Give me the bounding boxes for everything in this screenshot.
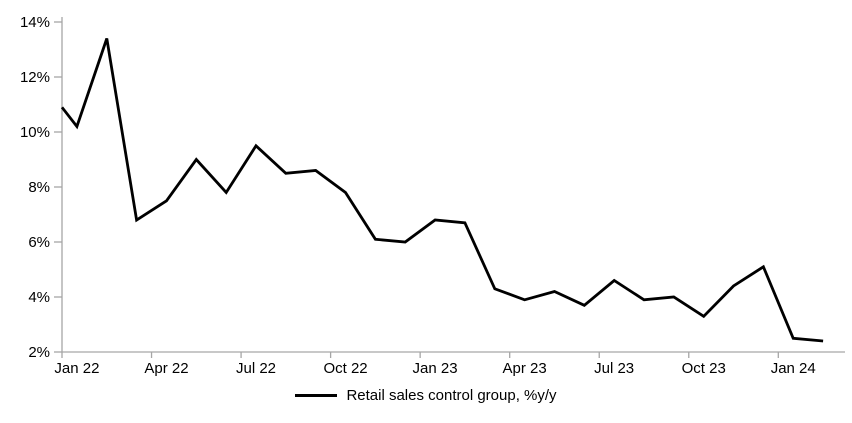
x-axis-tick-label: Jan 24: [771, 360, 816, 377]
data-line-retail-sales: [60, 38, 824, 343]
x-axis-tick-label: Jul 23: [594, 360, 634, 377]
x-axis-tick-label: Oct 23: [682, 360, 726, 377]
y-axis-tick-label: 4%: [28, 289, 50, 306]
legend-label: Retail sales control group, %y/y: [346, 387, 557, 404]
x-axis-tick-label: Oct 22: [323, 360, 367, 377]
x-axis-tick-label: Jan 23: [413, 360, 458, 377]
x-axis-tick-label: Apr 22: [144, 360, 188, 377]
x-axis-tick-label: Jul 22: [236, 360, 276, 377]
y-axis-tick-label: 14%: [20, 14, 50, 31]
chart-legend: Retail sales control group, %y/y: [0, 387, 852, 404]
legend-line-swatch: [295, 394, 338, 397]
y-axis-tick-label: 2%: [28, 344, 50, 361]
y-axis-tick-label: 8%: [28, 179, 50, 196]
y-axis-tick-label: 10%: [20, 124, 50, 141]
x-axis-tick-label: Apr 23: [503, 360, 547, 377]
x-axis-tick-label: Jan 22: [54, 360, 99, 377]
line-chart-canvas: 2% 4% 6% 8% 10% 12% 14% Jan 22 Apr 22 Jul 22 Oct 2…: [20, 14, 845, 377]
y-axis-tick-label: 12%: [20, 69, 50, 86]
y-axis-tick-label: 6%: [28, 234, 50, 251]
